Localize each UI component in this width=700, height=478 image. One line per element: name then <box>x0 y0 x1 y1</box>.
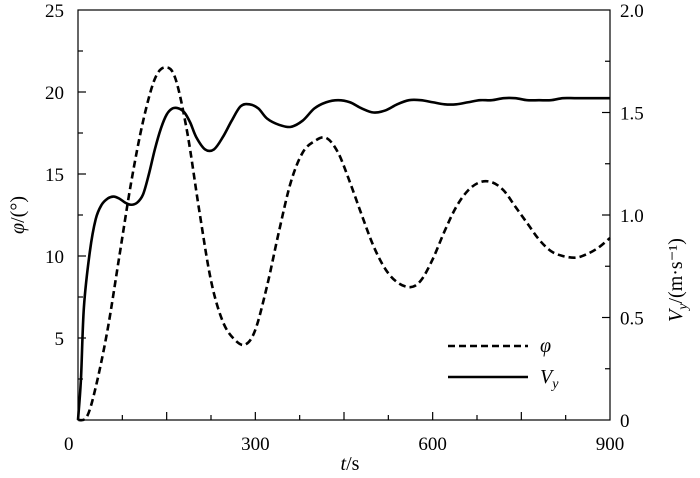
legend: φ Vy <box>448 335 559 392</box>
y-left-axis-label-unit: /(°) <box>7 196 29 223</box>
y-left-axis-label: φ/(°) <box>7 196 29 234</box>
x-axis-label: t/s <box>341 453 360 475</box>
x-tick-label: 600 <box>418 434 447 455</box>
series-layer <box>76 66 611 422</box>
ticks <box>78 50 610 420</box>
y-left-tick-label: 10 <box>45 247 64 268</box>
x-axis-label-italic: t <box>341 453 347 475</box>
series-line-phi <box>77 66 611 422</box>
legend-label-phi: φ <box>540 335 551 357</box>
y-right-tick-label: 1.0 <box>620 206 644 227</box>
y-left-tick-label: 5 <box>55 329 65 350</box>
y-right-tick-label: 0.5 <box>620 309 644 330</box>
x-axis-label-unit: /s <box>346 453 360 475</box>
legend-label-vy-main: V <box>540 366 555 388</box>
x-tick-label: 0 <box>64 434 74 455</box>
y-right-axis-label-sub: y <box>676 303 691 312</box>
series-line-vy <box>76 96 610 421</box>
tick-labels: 0 300 600 900 5 10 15 20 25 0 0.5 1.0 1.5 2.0 <box>45 1 644 455</box>
y-right-tick-label: 2.0 <box>620 1 644 22</box>
y-right-tick-label: 0 <box>620 411 630 432</box>
x-tick-label: 300 <box>241 434 270 455</box>
legend-label-vy-sub: y <box>550 377 559 392</box>
legend-label-vy: Vy <box>540 366 559 392</box>
y-left-tick-label: 20 <box>45 83 64 104</box>
y-right-tick-label: 1.5 <box>620 104 644 125</box>
x-tick-label: 900 <box>596 434 625 455</box>
y-right-axis-label: Vy/(m·s⁻¹) <box>665 238 691 322</box>
y-right-axis-label-italic: V <box>665 307 687 322</box>
y-left-axis-label-italic: φ <box>7 223 29 234</box>
plot-frame <box>77 9 611 421</box>
y-left-tick-label: 25 <box>45 1 64 22</box>
y-right-axis-label-unit: /(m·s⁻¹) <box>665 238 687 303</box>
y-left-tick-label: 15 <box>45 165 64 186</box>
